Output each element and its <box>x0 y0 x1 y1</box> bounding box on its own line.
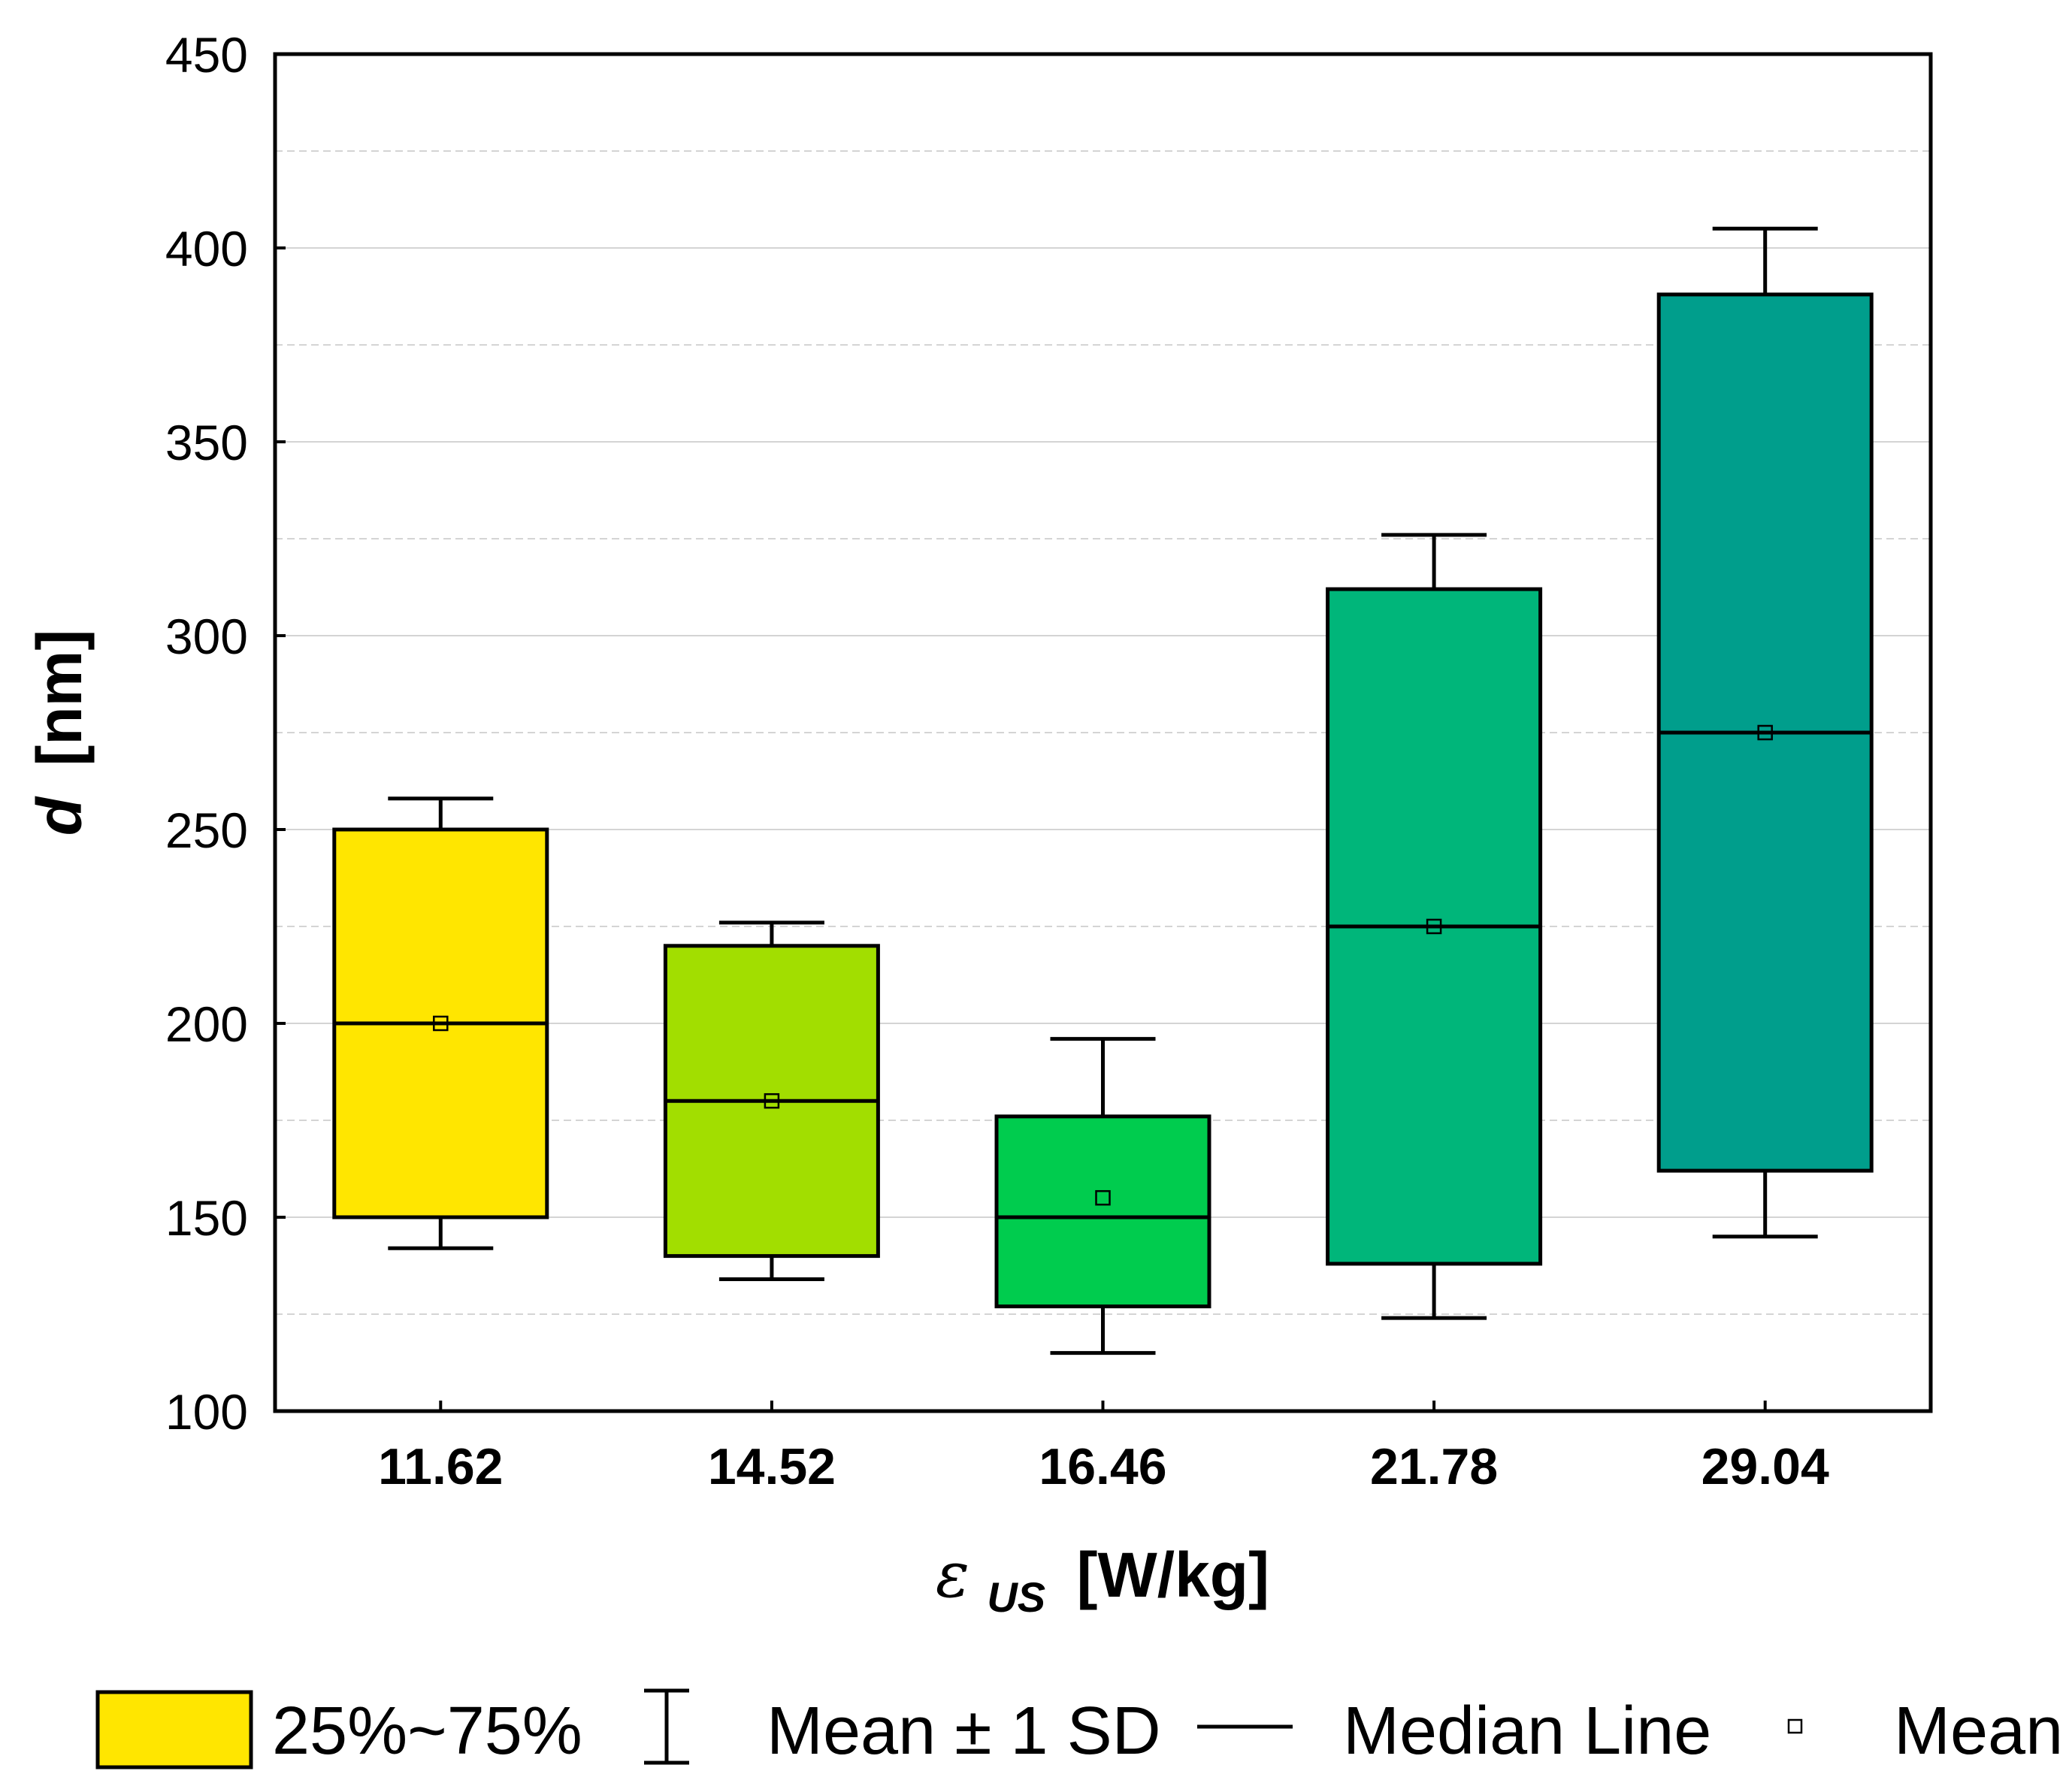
mean-marker <box>764 1093 780 1109</box>
y-tick-label: 250 <box>165 802 248 858</box>
x-tick-label: 14.52 <box>708 1438 836 1495</box>
x-axis-title: ε US [W/kg] <box>936 1538 1269 1625</box>
legend-box-swatch <box>95 1690 253 1769</box>
box-group-29.04 <box>1656 226 1874 1239</box>
x-axis-title-symbol: ε <box>936 1538 969 1612</box>
legend-median-label: Median Line <box>1343 1694 1711 1769</box>
x-axis-title-unit: [W/kg] <box>1076 1540 1269 1610</box>
legend-mean-icon <box>1787 1718 1803 1734</box>
box-iqr <box>994 1114 1211 1309</box>
box-series <box>332 226 1874 1355</box>
y-axis-ticks: 100 150 200 250 300 350 400 450 <box>165 27 286 1440</box>
y-tick-label: 450 <box>165 27 248 83</box>
y-axis-title-unit: [nm] <box>24 630 95 766</box>
y-tick-label: 400 <box>165 221 248 277</box>
y-tick-label: 300 <box>165 609 248 664</box>
y-tick-label: 150 <box>165 1190 248 1246</box>
y-tick-label: 350 <box>165 415 248 470</box>
legend-box-label: 25%~75% <box>272 1694 582 1769</box>
legend-sd-icon <box>644 1688 689 1765</box>
box-group-21.78 <box>1326 533 1543 1320</box>
y-tick-label: 200 <box>165 996 248 1052</box>
box-group-11.62 <box>332 796 549 1250</box>
mean-marker <box>1426 918 1442 935</box>
x-axis-title-subscript: US <box>987 1573 1045 1621</box>
box-group-14.52 <box>663 920 880 1282</box>
x-tick-label: 29.04 <box>1701 1438 1829 1495</box>
mean-marker <box>433 1015 449 1032</box>
legend: 25%~75% Mean ± 1 SD Median Line Mean <box>95 1688 2063 1769</box>
y-tick-label: 100 <box>165 1384 248 1440</box>
y-axis-title: d [nm] <box>24 630 95 836</box>
gridlines <box>275 150 1931 1315</box>
x-axis-tick-labels: 11.62 14.52 16.46 21.78 29.04 <box>378 1401 1829 1495</box>
box-group-16.46 <box>994 1037 1211 1355</box>
x-tick-label: 16.46 <box>1039 1438 1166 1495</box>
mean-marker <box>1095 1189 1111 1206</box>
mean-marker <box>1757 724 1773 741</box>
x-tick-label: 21.78 <box>1370 1438 1498 1495</box>
legend-sd-label: Mean ± 1 SD <box>767 1694 1161 1769</box>
x-tick-label: 11.62 <box>378 1438 503 1495</box>
legend-mean-label: Mean <box>1894 1694 2063 1769</box>
y-axis-title-symbol: d <box>24 796 95 836</box>
